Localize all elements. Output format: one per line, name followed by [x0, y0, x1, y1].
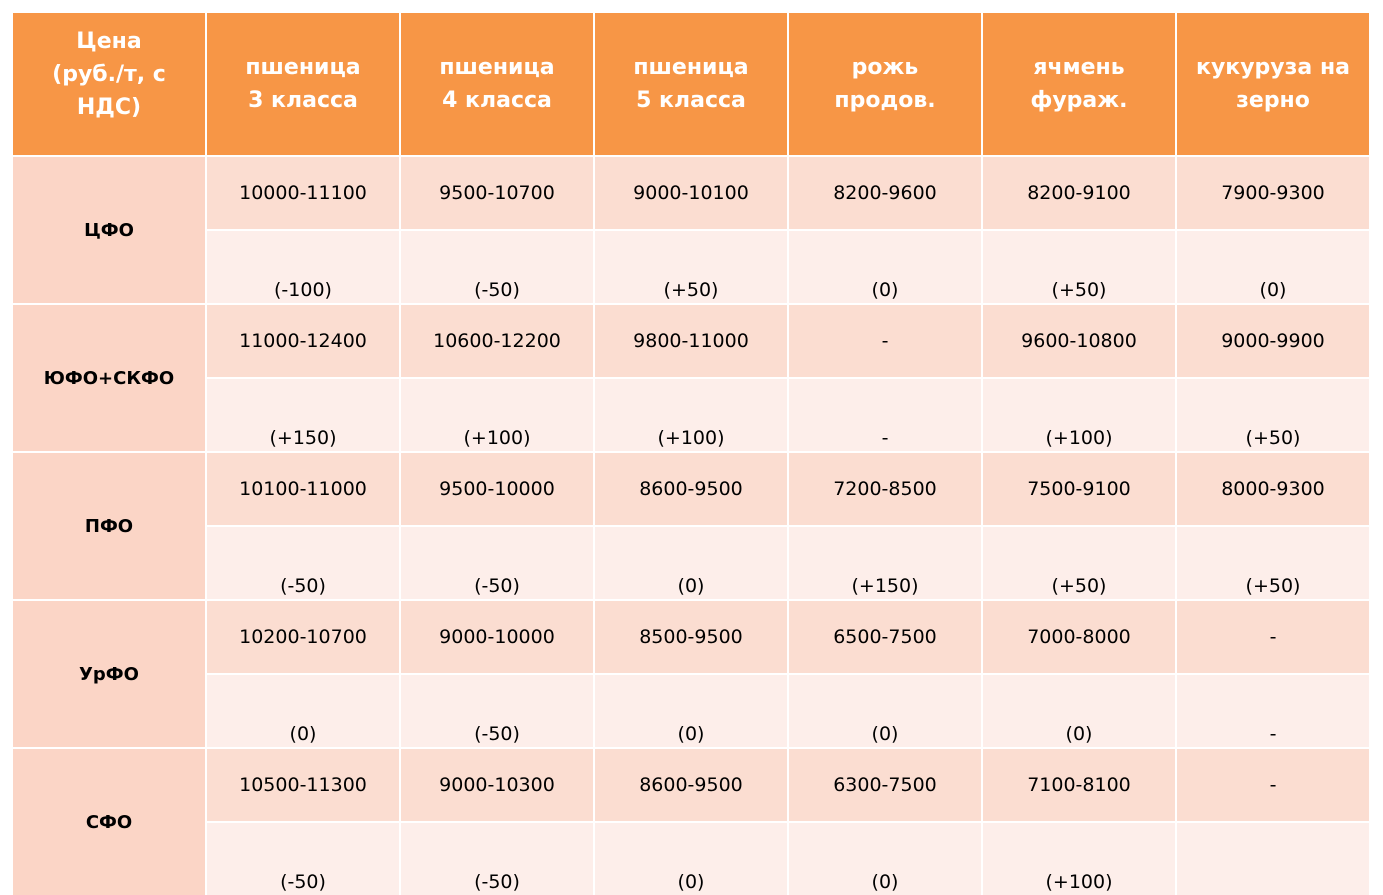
change-cell: (-50): [401, 231, 593, 303]
region-label: УрФО: [13, 601, 205, 747]
price-cell: -: [1177, 601, 1369, 673]
change-cell: (-50): [401, 675, 593, 747]
change-cell: (+50): [983, 231, 1175, 303]
change-cell: (-50): [207, 823, 399, 895]
region-label: ЮФО+СКФО: [13, 305, 205, 451]
region-label: ЦФО: [13, 157, 205, 303]
header-wheat-3: пшеница 3 класса: [207, 13, 399, 155]
price-cell: 9000-10000: [401, 601, 593, 673]
change-cell: (+100): [983, 379, 1175, 451]
region-label: СФО: [13, 749, 205, 895]
price-cell: 8000-9300: [1177, 453, 1369, 525]
header-price-label: Цена (руб./т, с НДС): [13, 13, 205, 155]
price-cell: 7000-8000: [983, 601, 1175, 673]
change-cell: (+100): [401, 379, 593, 451]
price-cell: 8200-9600: [789, 157, 981, 229]
change-cell: (0): [207, 675, 399, 747]
change-cell: (0): [789, 675, 981, 747]
price-cell: 9800-11000: [595, 305, 787, 377]
change-cell: (0): [983, 675, 1175, 747]
change-cell: (-50): [401, 823, 593, 895]
change-cell: [1177, 823, 1369, 895]
price-cell: 11000-12400: [207, 305, 399, 377]
price-cell: 7900-9300: [1177, 157, 1369, 229]
price-cell: 7500-9100: [983, 453, 1175, 525]
price-cell: 8500-9500: [595, 601, 787, 673]
price-table: Цена (руб./т, с НДС) пшеница 3 класса пш…: [13, 13, 1369, 895]
change-cell: -: [789, 379, 981, 451]
change-cell: (-50): [401, 527, 593, 599]
price-cell: -: [789, 305, 981, 377]
change-cell: (+50): [983, 527, 1175, 599]
change-cell: (+50): [595, 231, 787, 303]
change-cell: (+50): [1177, 379, 1369, 451]
change-cell: (+100): [595, 379, 787, 451]
price-cell: 6300-7500: [789, 749, 981, 821]
price-cell: 9500-10700: [401, 157, 593, 229]
change-cell: (0): [1177, 231, 1369, 303]
change-cell: (0): [595, 675, 787, 747]
price-cell: 10000-11100: [207, 157, 399, 229]
change-cell: (+150): [207, 379, 399, 451]
change-cell: -: [1177, 675, 1369, 747]
change-cell: (+50): [1177, 527, 1369, 599]
price-cell: 9000-10300: [401, 749, 593, 821]
header-wheat-5: пшеница 5 класса: [595, 13, 787, 155]
price-cell: 10100-11000: [207, 453, 399, 525]
price-cell: 7100-8100: [983, 749, 1175, 821]
change-cell: (0): [595, 823, 787, 895]
price-cell: 9000-10100: [595, 157, 787, 229]
price-cell: 9600-10800: [983, 305, 1175, 377]
price-cell: -: [1177, 749, 1369, 821]
region-label: ПФО: [13, 453, 205, 599]
change-cell: (-50): [207, 527, 399, 599]
price-cell: 7200-8500: [789, 453, 981, 525]
change-cell: (+100): [983, 823, 1175, 895]
price-cell: 9500-10000: [401, 453, 593, 525]
price-cell: 10500-11300: [207, 749, 399, 821]
change-cell: (+150): [789, 527, 981, 599]
header-wheat-4: пшеница 4 класса: [401, 13, 593, 155]
change-cell: (0): [789, 231, 981, 303]
price-cell: 8600-9500: [595, 749, 787, 821]
change-cell: (-100): [207, 231, 399, 303]
price-cell: 8600-9500: [595, 453, 787, 525]
price-cell: 6500-7500: [789, 601, 981, 673]
price-cell: 8200-9100: [983, 157, 1175, 229]
price-cell: 9000-9900: [1177, 305, 1369, 377]
price-cell: 10600-12200: [401, 305, 593, 377]
header-corn: кукуруза на зерно: [1177, 13, 1369, 155]
header-rye: рожь продов.: [789, 13, 981, 155]
change-cell: (0): [789, 823, 981, 895]
price-cell: 10200-10700: [207, 601, 399, 673]
change-cell: (0): [595, 527, 787, 599]
header-barley: ячмень фураж.: [983, 13, 1175, 155]
